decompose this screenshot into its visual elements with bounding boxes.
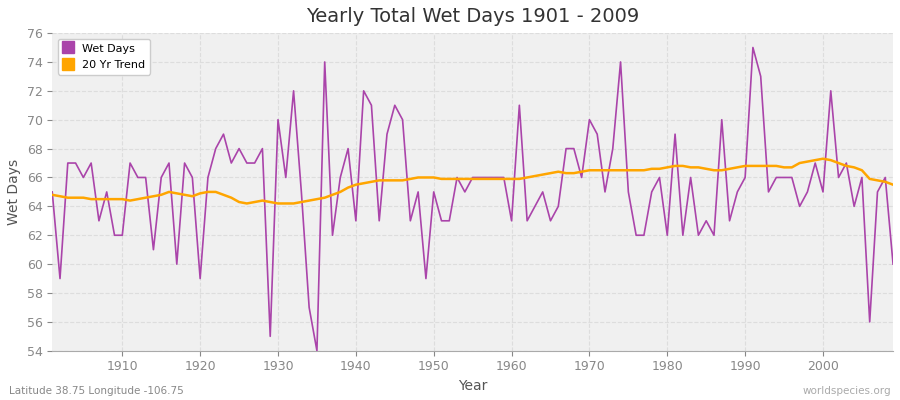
Legend: Wet Days, 20 Yr Trend: Wet Days, 20 Yr Trend: [58, 39, 149, 75]
Y-axis label: Wet Days: Wet Days: [7, 159, 21, 225]
20 Yr Trend: [608, 168, 618, 173]
20 Yr Trend: [47, 192, 58, 197]
Wet Days: [109, 233, 120, 238]
Wet Days: [311, 348, 322, 353]
20 Yr Trend: [506, 176, 517, 181]
Wet Days: [281, 175, 292, 180]
Wet Days: [608, 146, 618, 151]
Wet Days: [748, 45, 759, 50]
Text: Latitude 38.75 Longitude -106.75: Latitude 38.75 Longitude -106.75: [9, 386, 184, 396]
Wet Days: [47, 190, 58, 194]
20 Yr Trend: [514, 176, 525, 181]
Wet Days: [514, 103, 525, 108]
20 Yr Trend: [887, 182, 898, 187]
Wet Days: [887, 262, 898, 266]
20 Yr Trend: [288, 201, 299, 206]
X-axis label: Year: Year: [458, 379, 487, 393]
Line: Wet Days: Wet Days: [52, 48, 893, 351]
20 Yr Trend: [335, 190, 346, 194]
Wet Days: [335, 175, 346, 180]
Title: Yearly Total Wet Days 1901 - 2009: Yearly Total Wet Days 1901 - 2009: [306, 7, 639, 26]
20 Yr Trend: [241, 201, 252, 206]
20 Yr Trend: [817, 156, 828, 161]
Text: worldspecies.org: worldspecies.org: [803, 386, 891, 396]
Wet Days: [506, 218, 517, 223]
20 Yr Trend: [109, 197, 120, 202]
Line: 20 Yr Trend: 20 Yr Trend: [52, 159, 893, 204]
